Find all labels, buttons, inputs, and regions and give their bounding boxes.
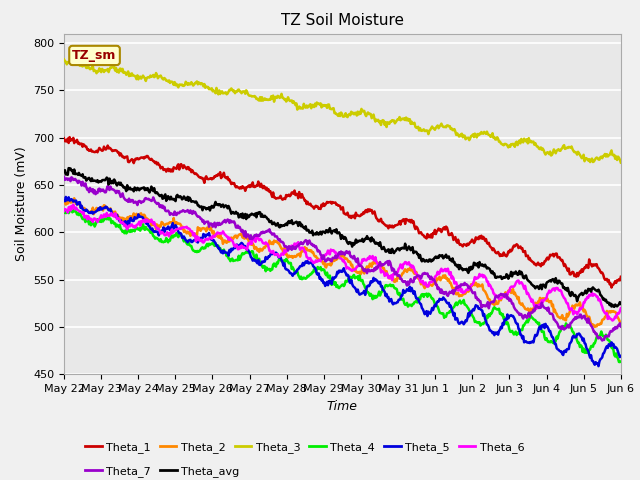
Theta_1 bbox=[313, 204, 321, 210]
Line: Theta_5: Theta_5 bbox=[64, 197, 621, 366]
Theta_2 bbox=[433, 276, 440, 281]
Theta_3 bbox=[617, 160, 625, 166]
Line: Theta_7: Theta_7 bbox=[64, 177, 621, 340]
Theta_2 bbox=[70, 195, 78, 201]
Theta_6 bbox=[433, 272, 440, 278]
Theta_5 bbox=[313, 271, 321, 277]
Line: Theta_3: Theta_3 bbox=[64, 60, 621, 163]
Theta_6 bbox=[389, 271, 397, 277]
Line: Theta_2: Theta_2 bbox=[64, 198, 621, 327]
Theta_avg bbox=[159, 195, 167, 201]
Theta_6 bbox=[60, 208, 68, 214]
Theta_2 bbox=[60, 200, 68, 205]
Theta_4 bbox=[67, 207, 74, 213]
Theta_2 bbox=[591, 324, 598, 330]
Theta_5 bbox=[480, 311, 488, 317]
Theta_avg bbox=[617, 301, 625, 307]
Text: TZ_sm: TZ_sm bbox=[72, 49, 116, 62]
Theta_7 bbox=[598, 337, 606, 343]
Theta_avg bbox=[65, 165, 72, 171]
Theta_1 bbox=[617, 274, 625, 280]
Theta_5 bbox=[389, 301, 397, 307]
Y-axis label: Soil Moisture (mV): Soil Moisture (mV) bbox=[15, 146, 28, 262]
Theta_3 bbox=[388, 117, 396, 123]
Theta_avg bbox=[204, 205, 212, 211]
Theta_avg bbox=[480, 264, 488, 269]
Theta_1 bbox=[66, 134, 74, 140]
Theta_4 bbox=[60, 210, 68, 216]
Theta_5 bbox=[60, 198, 68, 204]
Theta_7 bbox=[312, 243, 320, 249]
Theta_6 bbox=[313, 259, 321, 264]
Theta_avg bbox=[611, 304, 618, 310]
Theta_4 bbox=[480, 320, 488, 325]
Line: Theta_1: Theta_1 bbox=[64, 137, 621, 288]
Legend: Theta_7, Theta_avg: Theta_7, Theta_avg bbox=[81, 461, 244, 480]
Theta_3 bbox=[159, 76, 166, 82]
Theta_1 bbox=[60, 135, 68, 141]
Theta_5 bbox=[62, 194, 70, 200]
Theta_avg bbox=[60, 169, 68, 175]
Theta_3 bbox=[432, 125, 440, 131]
Theta_5 bbox=[617, 353, 625, 359]
Theta_2 bbox=[313, 255, 321, 261]
Theta_1 bbox=[480, 235, 488, 241]
Theta_4 bbox=[159, 240, 167, 245]
Theta_1 bbox=[159, 167, 167, 173]
Theta_1 bbox=[433, 228, 440, 234]
Theta_2 bbox=[159, 221, 167, 227]
Theta_5 bbox=[204, 232, 212, 238]
Theta_4 bbox=[617, 359, 625, 364]
Theta_7 bbox=[60, 174, 68, 180]
Theta_6 bbox=[70, 202, 77, 207]
Theta_6 bbox=[609, 318, 616, 324]
Theta_7 bbox=[432, 282, 440, 288]
Line: Theta_avg: Theta_avg bbox=[64, 168, 621, 307]
Theta_5 bbox=[433, 300, 440, 305]
Theta_1 bbox=[204, 176, 212, 182]
Theta_avg bbox=[389, 249, 397, 255]
Theta_6 bbox=[204, 237, 212, 242]
Line: Theta_6: Theta_6 bbox=[64, 204, 621, 321]
Theta_2 bbox=[204, 225, 212, 231]
Theta_4 bbox=[204, 243, 212, 249]
Theta_4 bbox=[389, 282, 397, 288]
Theta_6 bbox=[159, 231, 167, 237]
Theta_7 bbox=[388, 268, 396, 274]
Theta_1 bbox=[389, 225, 397, 230]
Theta_3 bbox=[479, 131, 487, 137]
Theta_6 bbox=[617, 305, 625, 311]
Theta_3 bbox=[60, 57, 68, 62]
Theta_4 bbox=[616, 359, 624, 365]
Theta_avg bbox=[313, 229, 321, 235]
Theta_2 bbox=[480, 288, 488, 294]
Title: TZ Soil Moisture: TZ Soil Moisture bbox=[281, 13, 404, 28]
Theta_6 bbox=[480, 273, 488, 278]
Theta_1 bbox=[607, 285, 615, 290]
Theta_7 bbox=[479, 303, 487, 309]
Theta_avg bbox=[433, 255, 440, 261]
Theta_5 bbox=[159, 225, 167, 230]
Theta_3 bbox=[312, 103, 320, 109]
Theta_7 bbox=[159, 203, 166, 208]
Theta_2 bbox=[617, 322, 625, 328]
Theta_3 bbox=[204, 84, 211, 90]
Theta_4 bbox=[313, 266, 321, 272]
Theta_5 bbox=[595, 363, 602, 369]
Line: Theta_4: Theta_4 bbox=[64, 210, 621, 362]
Theta_2 bbox=[389, 275, 397, 281]
Theta_4 bbox=[433, 303, 440, 309]
Theta_7 bbox=[617, 324, 625, 329]
Theta_7 bbox=[204, 219, 211, 225]
X-axis label: Time: Time bbox=[327, 400, 358, 413]
